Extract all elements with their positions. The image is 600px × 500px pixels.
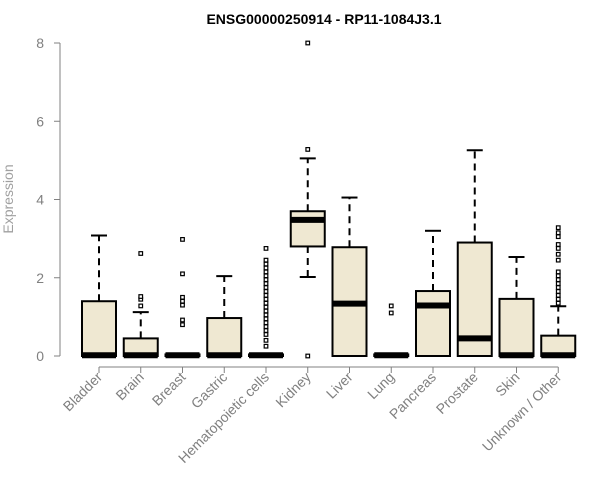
y-tick-label: 4 bbox=[36, 192, 44, 208]
x-tick-label: Skin bbox=[492, 369, 523, 400]
outlier-point bbox=[263, 246, 269, 251]
outlier-point bbox=[555, 269, 561, 275]
box-group bbox=[373, 303, 410, 359]
outlier-point bbox=[180, 237, 185, 242]
y-tick-label: 2 bbox=[36, 270, 44, 286]
outlier-point bbox=[263, 296, 269, 302]
box-group bbox=[540, 225, 577, 359]
box bbox=[206, 317, 243, 357]
x-tick-label: Liver bbox=[323, 369, 356, 402]
outlier-point bbox=[555, 273, 561, 279]
outlier-point bbox=[305, 147, 311, 152]
outlier-point bbox=[263, 265, 269, 271]
outlier-point bbox=[555, 257, 561, 263]
outlier-point bbox=[263, 304, 269, 310]
box-group bbox=[331, 196, 368, 357]
outlier-point bbox=[138, 303, 144, 309]
outlier-point bbox=[263, 273, 269, 279]
box-group bbox=[81, 234, 117, 359]
outlier-point bbox=[555, 285, 561, 290]
outlier-point bbox=[138, 294, 144, 299]
outlier-point bbox=[555, 277, 561, 283]
outlier-point bbox=[263, 281, 269, 287]
outlier-point bbox=[555, 225, 561, 231]
outlier-point bbox=[180, 298, 185, 304]
outlier-point bbox=[180, 302, 185, 308]
outlier-point bbox=[555, 296, 561, 302]
outlier-point bbox=[305, 353, 311, 359]
outlier-point bbox=[263, 328, 269, 333]
outlier-point bbox=[263, 261, 269, 267]
outlier-point bbox=[555, 292, 561, 298]
outlier-point bbox=[555, 234, 561, 240]
outlier-point bbox=[388, 303, 394, 309]
x-tick-label: Prostate bbox=[433, 369, 481, 417]
outlier-point bbox=[263, 337, 269, 343]
x-tick-label: Bladder bbox=[60, 369, 106, 415]
outlier-point bbox=[263, 343, 269, 349]
outlier-point bbox=[263, 277, 269, 283]
outlier-point bbox=[263, 312, 269, 318]
outlier-point bbox=[555, 281, 561, 287]
outlier-point bbox=[555, 251, 561, 257]
box-group bbox=[248, 246, 284, 359]
box bbox=[81, 300, 117, 358]
outlier-point bbox=[180, 317, 185, 323]
outlier-point bbox=[263, 332, 269, 337]
outlier-point bbox=[305, 40, 311, 46]
box-group bbox=[122, 251, 159, 359]
chart-title: ENSG00000250914 - RP11-1084J3.1 bbox=[206, 11, 441, 27]
outlier-point bbox=[555, 230, 561, 236]
y-tick-label: 6 bbox=[36, 113, 44, 129]
box-group bbox=[164, 237, 201, 359]
outlier-point bbox=[388, 310, 394, 316]
box bbox=[415, 290, 451, 357]
outlier-point bbox=[263, 289, 269, 294]
box-group bbox=[289, 40, 326, 359]
x-tick-label: Lung bbox=[364, 369, 397, 402]
outlier-point bbox=[263, 316, 269, 322]
outlier-point bbox=[263, 292, 269, 298]
box-group bbox=[456, 149, 493, 358]
outlier-point bbox=[138, 251, 144, 256]
y-tick-label: 8 bbox=[36, 35, 44, 51]
outlier-point bbox=[180, 271, 185, 277]
x-tick-label: Unknown / Other bbox=[479, 369, 565, 455]
outlier-point bbox=[263, 269, 269, 275]
x-tick-label: Breast bbox=[149, 369, 189, 409]
outlier-point bbox=[263, 285, 269, 290]
outlier-point bbox=[555, 289, 561, 294]
box-group bbox=[415, 229, 451, 357]
outlier-point bbox=[555, 300, 561, 306]
outlier-point bbox=[263, 300, 269, 306]
outlier-point bbox=[180, 294, 185, 300]
outlier-point bbox=[263, 320, 269, 326]
outlier-point bbox=[263, 324, 269, 330]
y-axis: 0 2 4 6 8 bbox=[36, 35, 61, 364]
outlier-point bbox=[263, 257, 269, 263]
outlier-point bbox=[555, 242, 561, 247]
box bbox=[498, 297, 535, 358]
x-tick-label: Kidney bbox=[272, 369, 314, 411]
box-group bbox=[206, 275, 243, 359]
outlier-point bbox=[263, 308, 269, 314]
y-tick-label: 0 bbox=[36, 348, 44, 364]
plot-area bbox=[81, 40, 577, 359]
x-tick-label: Brain bbox=[112, 369, 146, 403]
box bbox=[289, 210, 326, 248]
box-group bbox=[498, 256, 535, 359]
outlier-point bbox=[555, 246, 561, 251]
y-axis-title: Expression bbox=[0, 164, 16, 233]
outlier-point bbox=[180, 322, 185, 328]
